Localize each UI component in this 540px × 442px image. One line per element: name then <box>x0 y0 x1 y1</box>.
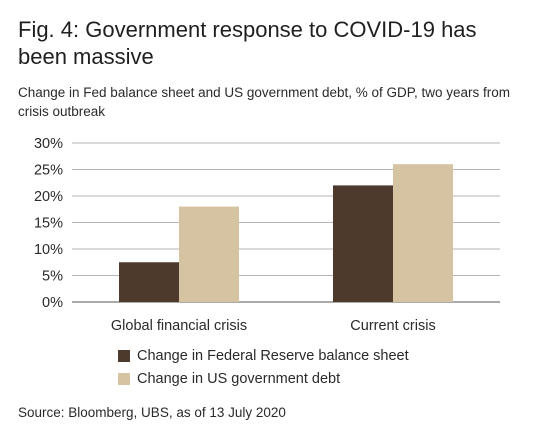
y-tick-label: 15% <box>34 216 63 232</box>
x-category-label: Global financial crisis <box>111 318 247 334</box>
bar-fed-balance-sheet <box>119 262 179 302</box>
legend-swatch-fed <box>118 349 130 362</box>
legend-item-debt: Change in US government debt <box>118 367 409 390</box>
bar-government-debt <box>393 164 453 302</box>
chart-subtitle: Change in Fed balance sheet and US gover… <box>18 85 511 119</box>
y-tick-label: 5% <box>42 269 63 285</box>
y-tick-label: 30% <box>34 136 63 152</box>
legend-label-debt: Change in US government debt <box>137 370 341 387</box>
legend-swatch-debt <box>118 372 130 385</box>
bar-fed-balance-sheet <box>333 185 393 302</box>
y-tick-label: 0% <box>42 295 63 311</box>
chart-title: Fig. 4: Government response to COVID-19 … <box>18 17 477 69</box>
y-tick-label: 25% <box>34 163 63 179</box>
bar-government-debt <box>179 206 239 302</box>
legend-item-fed: Change in Federal Reserve balance sheet <box>118 344 409 367</box>
bar-chart: 0% 5% 10% 15% 20% 25% 30% Global financial cris… <box>34 136 500 334</box>
chart-legend: Change in Federal Reserve balance sheet … <box>118 344 409 390</box>
y-tick-label: 20% <box>34 189 63 205</box>
legend-label-fed: Change in Federal Reserve balance sheet <box>137 347 409 364</box>
y-tick-label: 10% <box>34 242 63 258</box>
x-category-label: Current crisis <box>350 318 435 334</box>
source-note: Source: Bloomberg, UBS, as of 13 July 20… <box>18 405 286 420</box>
